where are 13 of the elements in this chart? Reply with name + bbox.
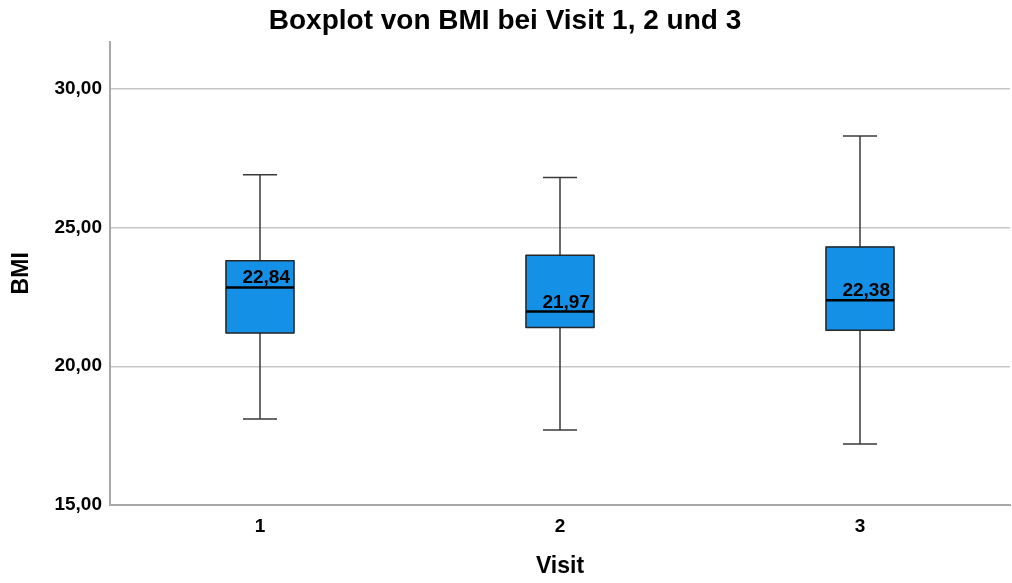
text: 21,97: [542, 290, 590, 312]
y-tick-label: 25,00: [54, 215, 102, 237]
x-axis-title: Visit: [535, 551, 585, 578]
y-axis-title: BMI: [7, 252, 34, 295]
y-tick-label: 30,00: [54, 77, 102, 99]
chart-title: Boxplot von BMI bei Visit 1, 2 und 3: [268, 3, 742, 35]
text: 22,38: [842, 279, 890, 301]
x-tick-label: 3: [854, 514, 866, 536]
x-tick-label: 1: [254, 514, 266, 536]
y-tick-label: 15,00: [54, 493, 102, 515]
y-tick-label: 20,00: [54, 354, 102, 376]
x-tick-label: 2: [554, 514, 566, 536]
text: 22,84: [242, 266, 290, 288]
